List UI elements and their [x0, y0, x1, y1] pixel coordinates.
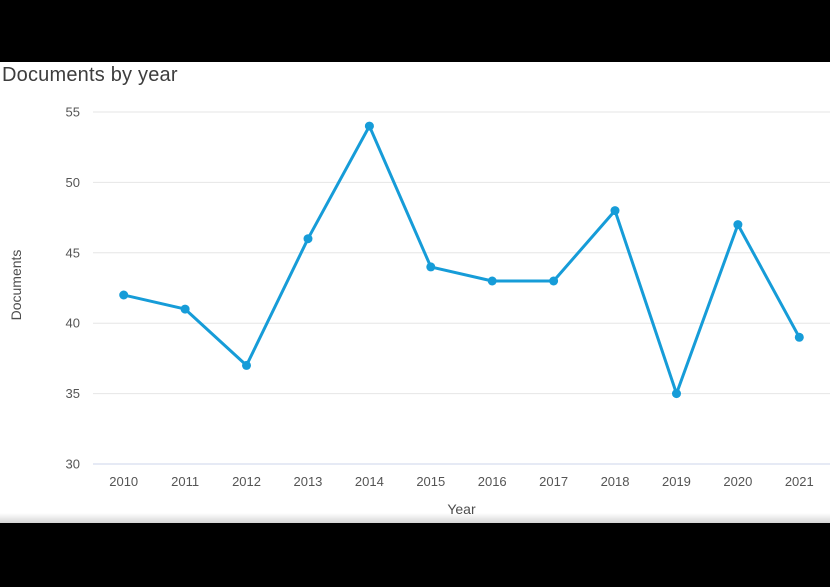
y-axis-title: Documents: [8, 250, 24, 321]
x-axis-tick-label: 2012: [232, 474, 261, 489]
data-point-marker[interactable]: [426, 262, 436, 272]
y-axis-tick-label: 40: [66, 316, 80, 331]
x-axis-tick-label: 2011: [171, 474, 199, 489]
top-letterbox-bar: [0, 0, 830, 62]
data-point-marker[interactable]: [364, 121, 374, 131]
data-point-marker[interactable]: [487, 276, 497, 286]
chart-title: Documents by year: [2, 64, 178, 86]
data-point-marker[interactable]: [242, 360, 251, 370]
data-point-marker[interactable]: [549, 276, 559, 286]
data-point-marker[interactable]: [672, 389, 681, 399]
y-axis-tick-label: 55: [66, 105, 80, 120]
x-axis-tick-label: 2018: [601, 474, 630, 489]
x-axis-tick-label: 2020: [723, 474, 752, 489]
x-axis-tick-label: 2019: [662, 474, 691, 489]
y-axis-tick-label: 50: [66, 175, 80, 190]
data-point-marker[interactable]: [119, 290, 129, 300]
data-point-marker[interactable]: [180, 304, 190, 314]
x-axis-tick-label: 2021: [785, 474, 814, 489]
bottom-letterbox-bar: [0, 523, 830, 587]
x-axis-tick-label: 2014: [355, 474, 384, 489]
y-axis-tick-label: 35: [66, 386, 80, 401]
line-chart-canvas: 30 35 40 45 50 55 2010 2011 2012 2013 2014 2015 2016…: [8, 105, 830, 517]
data-point-marker[interactable]: [303, 234, 313, 244]
x-axis-tick-label: 2017: [539, 474, 568, 489]
documents-series-line: [122, 124, 801, 396]
documents-by-year-chart: 30 35 40 45 50 55 2010 2011 2012 2013 2014 2015 2016…: [0, 62, 830, 523]
x-axis-tick-label: 2013: [293, 474, 322, 489]
data-point-marker[interactable]: [733, 220, 743, 230]
x-axis-tick-label: 2016: [478, 474, 507, 489]
y-axis-tick-label: 45: [66, 245, 80, 260]
x-axis-tick-label: 2010: [109, 474, 138, 489]
y-axis-tick-label: 30: [66, 457, 80, 472]
data-point-marker[interactable]: [610, 206, 620, 216]
data-point-marker[interactable]: [794, 332, 804, 342]
x-axis-tick-label: 2015: [416, 474, 445, 489]
x-axis-title: Year: [447, 501, 476, 517]
